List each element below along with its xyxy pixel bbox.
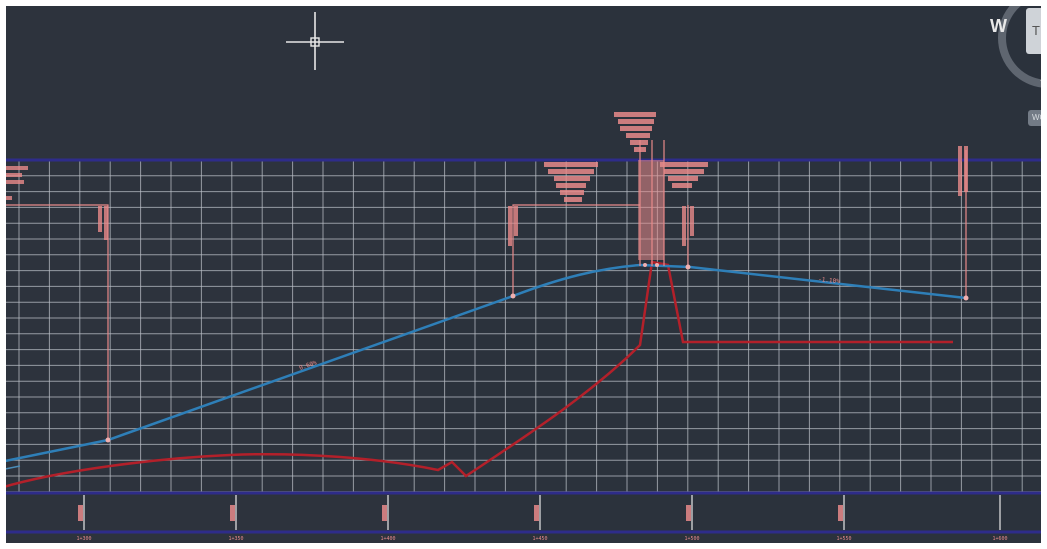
compass-west-label[interactable]: W xyxy=(990,16,1007,36)
station-elevation-annotation xyxy=(838,505,843,521)
station-elevation-annotation xyxy=(230,505,235,521)
compass-south-label[interactable]: S xyxy=(1040,70,1047,87)
station-elevation-annotation xyxy=(686,505,691,521)
viewcube-top-face-button[interactable]: T xyxy=(1026,8,1047,54)
station-label: 1+550 xyxy=(836,536,851,542)
design-profile-line[interactable] xyxy=(0,263,967,464)
station-band: 1+300 1+350 1+400 1+450 1+500 1+550 1+600 xyxy=(76,495,1008,542)
station-label: 1+400 xyxy=(380,536,395,542)
station-elevation-annotation xyxy=(78,505,83,521)
station-label: 1+450 xyxy=(532,536,547,542)
pvi-annotation-cluster-center xyxy=(508,112,708,260)
design-profile-end-segment[interactable] xyxy=(0,465,21,471)
station-label: 1+300 xyxy=(76,536,91,542)
station-elevation-annotation xyxy=(534,505,539,521)
viewcube-compass-ring[interactable] xyxy=(990,0,1047,100)
existing-ground-line[interactable] xyxy=(0,260,953,490)
vertical-curve-points xyxy=(105,263,969,443)
station-label: 1+500 xyxy=(684,536,699,542)
vertical-curve-markers xyxy=(0,140,967,440)
pvi-annotation-cluster-left xyxy=(6,166,108,240)
wcs-menu-button[interactable]: WC xyxy=(1028,110,1047,126)
station-label: 1+600 xyxy=(992,536,1007,542)
profile-grid xyxy=(0,160,1047,493)
grade-label-right: -1.10% xyxy=(818,276,841,285)
crosshair-cursor-icon xyxy=(286,12,344,70)
station-elevation-annotation xyxy=(382,505,387,521)
station-label: 1+350 xyxy=(228,536,243,542)
pvi-annotation-cluster-right xyxy=(958,146,968,196)
